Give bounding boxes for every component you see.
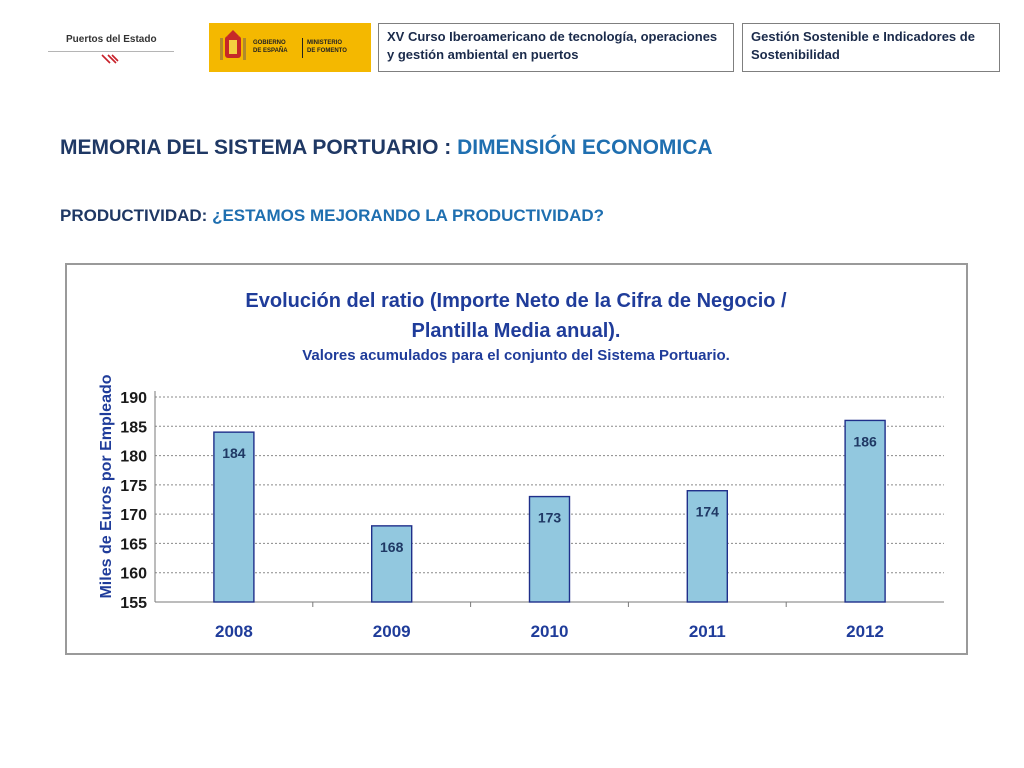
puertos-del-estado-logo: Puertos del Estado: [48, 24, 176, 72]
course-title-box: XV Curso Iberoamericano de tecnología, o…: [378, 23, 734, 72]
logo-puertos-text: Puertos del Estado: [66, 34, 157, 45]
y-tick-label: 160: [120, 566, 147, 583]
x-tick-label: 2011: [689, 622, 726, 641]
page-subtitle-highlight: ¿ESTAMOS MEJORANDO LA PRODUCTIVIDAD?: [212, 206, 605, 225]
bar: [686, 490, 728, 603]
page-title-highlight: DIMENSIÓN ECONOMICA: [457, 136, 713, 159]
chart-title-line: Evolución del ratio (Importe Neto de la …: [245, 290, 787, 312]
x-tick-label: 2009: [373, 622, 411, 641]
y-axis-label: Miles de Euros por Empleado: [98, 374, 115, 598]
chart-svg: Evolución del ratio (Importe Neto de la …: [98, 290, 944, 641]
chart-subtitle: Valores acumulados para el conjunto del …: [302, 347, 730, 364]
bar: [844, 419, 886, 603]
x-tick-label: 2012: [846, 622, 884, 641]
data-label: 184: [222, 445, 246, 461]
data-label: 186: [853, 433, 877, 449]
y-tick-label: 180: [120, 449, 147, 466]
puertos-logo-mark-icon: [101, 54, 119, 64]
logo-separator: [302, 38, 303, 58]
page-subtitle: PRODUCTIVIDAD: ¿ESTAMOS MEJORANDO LA PRO…: [60, 206, 604, 226]
logo-ministerio-text: MINISTERIO DE FOMENTO: [307, 40, 347, 54]
page-title: MEMORIA DEL SISTEMA PORTUARIO : DIMENSIÓ…: [60, 136, 713, 160]
logo-rule: [48, 51, 174, 52]
bar: [528, 495, 571, 603]
topic-title-box: Gestión Sostenible e Indicadores de Sost…: [742, 23, 1000, 72]
data-label: 173: [538, 510, 562, 526]
x-tick-label: 2010: [531, 622, 569, 641]
productivity-chart: Evolución del ratio (Importe Neto de la …: [65, 263, 968, 655]
y-tick-label: 185: [120, 419, 147, 436]
y-tick-label: 170: [120, 507, 147, 524]
bar: [371, 525, 413, 603]
data-label: 168: [380, 539, 404, 555]
y-tick-label: 165: [120, 536, 147, 553]
page-title-prefix: MEMORIA DEL SISTEMA PORTUARIO :: [60, 136, 458, 159]
data-label: 174: [696, 504, 720, 520]
bar: [213, 431, 255, 603]
gobierno-espana-logo: GOBIERNO DE ESPAÑA MINISTERIO DE FOMENTO: [209, 23, 371, 72]
chart-title-line: Plantilla Media anual).: [412, 320, 621, 342]
x-tick-label: 2008: [215, 622, 253, 641]
page-subtitle-prefix: PRODUCTIVIDAD:: [60, 206, 213, 225]
spain-coat-of-arms-icon: [220, 30, 246, 60]
y-tick-label: 155: [120, 595, 147, 612]
y-tick-label: 190: [120, 390, 147, 407]
y-tick-label: 175: [120, 478, 147, 495]
logo-gobierno-text: GOBIERNO DE ESPAÑA: [253, 40, 288, 54]
